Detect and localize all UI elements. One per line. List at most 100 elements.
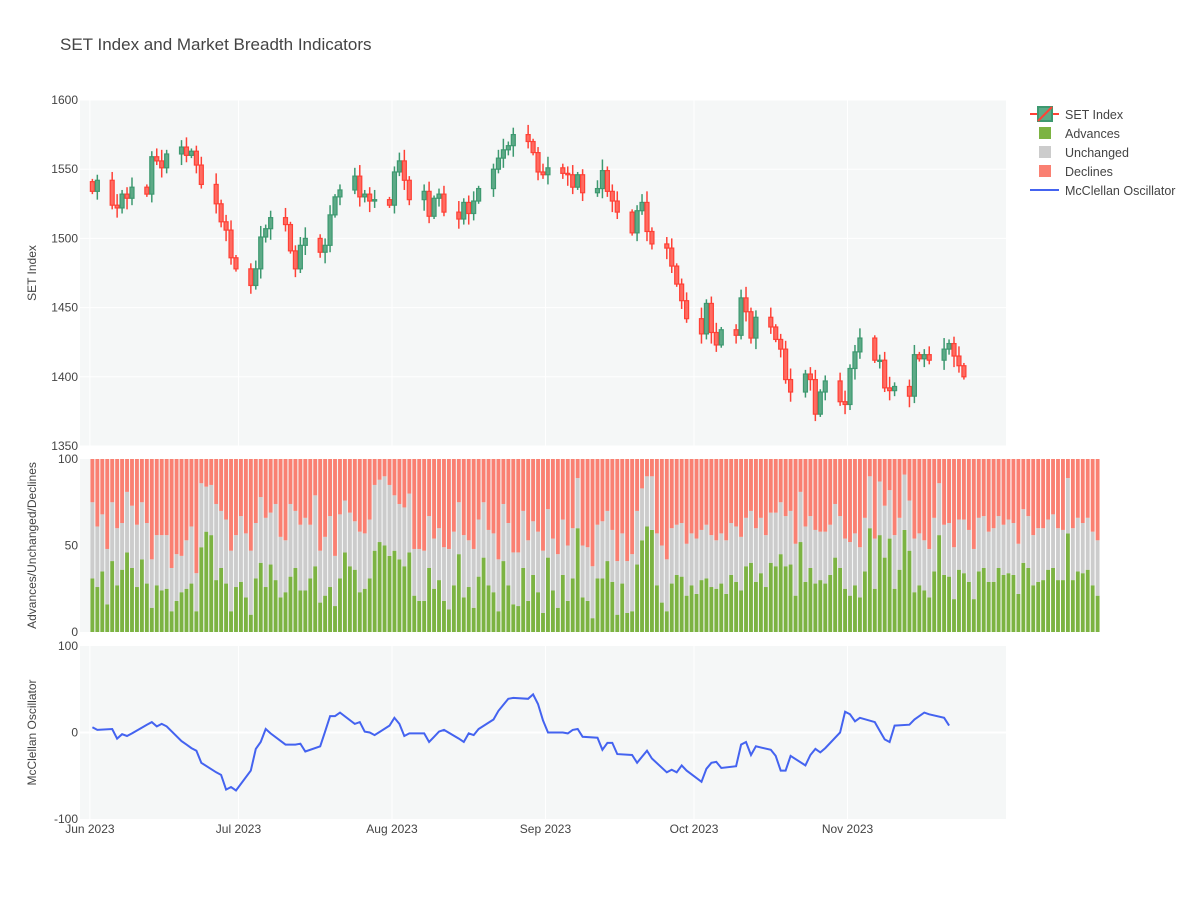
bar-unchanged <box>922 540 927 591</box>
candle-body-decreasing <box>872 337 878 361</box>
bar-unchanged <box>981 516 986 568</box>
candle-body-increasing <box>263 228 269 238</box>
oscillator-panel: -100 0 100 McClellan Oscillator <box>25 639 1006 826</box>
legend-item-unchanged[interactable]: Unchanged <box>1039 146 1129 160</box>
bar-declines <box>486 459 491 530</box>
bar-advances <box>258 562 263 632</box>
bar-advances <box>501 561 506 632</box>
bar-declines <box>659 459 664 546</box>
bar-declines <box>159 459 164 536</box>
bar-advances <box>338 578 342 632</box>
bar-declines <box>1070 459 1075 529</box>
candle-body-increasing <box>500 149 506 159</box>
candle-body-decreasing <box>787 378 794 393</box>
bar-advances <box>451 585 456 632</box>
bar-declines <box>139 459 144 503</box>
bar-advances <box>1051 567 1055 632</box>
candle-body-decreasing <box>649 230 655 245</box>
bar-advances <box>427 567 432 632</box>
bar-advances <box>729 574 734 632</box>
bar-declines <box>570 459 575 529</box>
bar-advances <box>481 557 486 632</box>
candle-body-increasing <box>599 169 606 190</box>
legend-item-set-index[interactable]: SET Index <box>1030 106 1124 122</box>
bar-declines <box>763 459 768 536</box>
bar-advances <box>239 581 243 632</box>
bar-declines <box>976 459 981 518</box>
bar-advances <box>511 604 516 632</box>
bar-unchanged <box>798 491 803 543</box>
bar-declines <box>179 459 184 556</box>
bar-advances <box>506 585 511 632</box>
legend-item-advances[interactable]: Advances <box>1039 127 1120 141</box>
bar-unchanged <box>402 507 407 567</box>
bar-declines <box>704 459 709 525</box>
bar-unchanged <box>283 540 288 593</box>
bar-declines <box>481 459 486 503</box>
bar-declines <box>1061 459 1065 530</box>
bar-unchanged <box>590 566 595 619</box>
bar-unchanged <box>763 535 768 588</box>
bar-declines <box>654 459 659 534</box>
candle-body-increasing <box>421 190 427 201</box>
bar-advances <box>966 581 971 632</box>
bar-advances <box>605 561 610 632</box>
bar-declines <box>848 459 852 543</box>
candle-body-decreasing <box>292 250 299 270</box>
bar-declines <box>397 459 402 504</box>
bar-advances <box>1046 569 1051 632</box>
legend[interactable]: SET Index Advances Unchanged Declines Mc… <box>1030 106 1175 198</box>
bar-declines <box>605 459 610 511</box>
bar-declines <box>986 459 991 532</box>
candle-body-decreasing <box>698 318 705 335</box>
bar-declines <box>224 459 229 520</box>
legend-item-declines[interactable]: Declines <box>1039 165 1113 179</box>
bar-declines <box>1051 459 1055 515</box>
bar-declines <box>451 459 456 532</box>
bar-declines <box>575 459 580 479</box>
bar-declines <box>154 459 159 536</box>
bar-declines <box>164 459 169 536</box>
breadth-y-axis-title: Advances/Unchanged/Declines <box>25 462 39 629</box>
candle-body-decreasing <box>535 151 541 173</box>
bar-unchanged <box>412 548 417 596</box>
bar-declines <box>313 459 318 496</box>
bar-declines <box>595 459 600 525</box>
bar-declines <box>432 459 436 539</box>
bar-advances <box>912 592 917 632</box>
bar-unchanged <box>328 516 333 588</box>
bar-declines <box>536 459 540 532</box>
bar-unchanged <box>783 516 788 567</box>
bar-declines <box>298 459 303 525</box>
bar-declines <box>971 459 976 549</box>
bar-advances <box>194 611 199 632</box>
candle-body-increasing <box>847 367 853 406</box>
bar-advances <box>917 585 922 632</box>
bar-advances <box>952 599 956 632</box>
bar-advances <box>417 600 422 632</box>
bar-unchanged <box>149 559 154 608</box>
bar-declines <box>422 459 427 551</box>
bar-advances <box>303 590 308 632</box>
bar-advances <box>853 585 857 632</box>
bar-declines <box>1001 459 1006 525</box>
bar-unchanged <box>115 528 120 586</box>
candle-body-increasing <box>495 157 502 170</box>
bar-unchanged <box>110 502 115 562</box>
oscillator-y-ticks: -100 0 100 <box>54 639 78 826</box>
candle-body-increasing <box>178 146 185 155</box>
bar-unchanged <box>105 548 110 605</box>
bar-advances <box>149 607 154 632</box>
bar-advances <box>749 562 753 632</box>
candle-body-decreasing <box>733 329 739 336</box>
bar-advances <box>1070 580 1075 632</box>
bar-unchanged <box>204 486 209 532</box>
bar-unchanged <box>610 529 615 582</box>
bar-declines <box>640 459 644 489</box>
bar-declines <box>1046 459 1051 520</box>
bar-declines <box>199 459 204 484</box>
legend-item-mcclellan[interactable]: McClellan Oscillator <box>1030 184 1175 198</box>
bar-advances <box>179 592 184 632</box>
bar-advances <box>947 576 951 632</box>
candle-body-increasing <box>575 174 581 188</box>
